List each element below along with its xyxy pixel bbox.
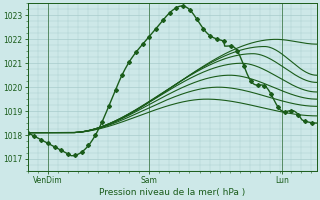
X-axis label: Pression niveau de la mer( hPa ): Pression niveau de la mer( hPa ) [99,188,245,197]
